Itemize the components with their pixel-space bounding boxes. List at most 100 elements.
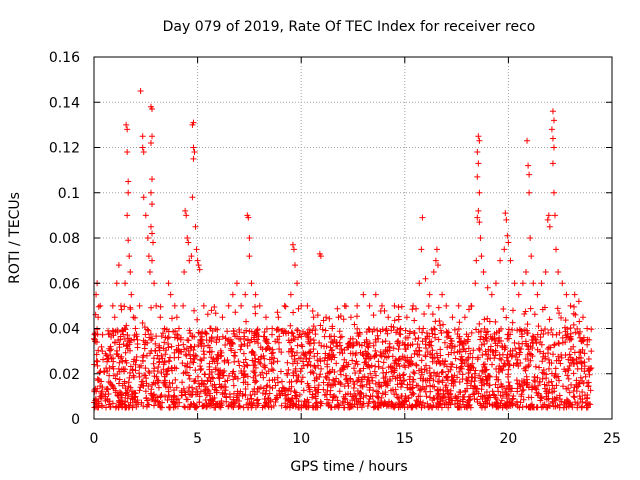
data-point — [225, 372, 232, 379]
data-point — [144, 340, 151, 347]
data-point — [431, 383, 438, 390]
data-point — [185, 337, 192, 344]
data-point — [406, 330, 413, 337]
data-point — [261, 396, 268, 403]
data-point — [554, 305, 561, 312]
data-point — [122, 280, 129, 287]
data-point — [250, 399, 257, 406]
data-point — [295, 305, 302, 312]
data-point — [484, 315, 491, 322]
data-point — [175, 348, 182, 355]
data-point — [448, 349, 455, 356]
data-point — [291, 356, 298, 363]
data-point — [366, 302, 373, 309]
data-point — [250, 374, 257, 381]
data-point — [106, 372, 113, 379]
data-point — [475, 345, 482, 352]
data-point — [395, 346, 402, 353]
data-point — [465, 361, 472, 368]
data-point — [208, 338, 215, 345]
data-point — [328, 339, 335, 346]
data-point — [484, 328, 491, 335]
data-point — [318, 342, 325, 349]
data-point — [110, 332, 117, 339]
data-point — [95, 404, 102, 411]
data-point — [518, 393, 525, 400]
data-point — [276, 387, 283, 394]
data-point — [201, 351, 208, 358]
data-point — [408, 404, 415, 411]
data-point — [193, 246, 200, 253]
data-point — [468, 363, 475, 370]
data-point — [139, 144, 146, 151]
data-point — [366, 340, 373, 347]
data-point — [336, 349, 343, 356]
data-point — [571, 394, 578, 401]
data-point — [391, 367, 398, 374]
data-point — [140, 352, 147, 359]
data-point — [476, 137, 483, 144]
data-point — [158, 369, 165, 376]
data-point — [242, 291, 249, 298]
data-point — [120, 341, 127, 348]
data-point — [372, 372, 379, 379]
data-point — [298, 341, 305, 348]
data-point — [436, 373, 443, 380]
data-point — [413, 362, 420, 369]
data-points — [91, 87, 595, 411]
data-point — [185, 372, 192, 379]
data-point — [372, 291, 379, 298]
data-point — [391, 302, 398, 309]
data-point — [489, 402, 496, 409]
data-point — [473, 326, 480, 333]
data-point — [228, 340, 235, 347]
data-point — [164, 397, 171, 404]
data-point — [276, 345, 283, 352]
data-point — [374, 400, 381, 407]
data-point — [415, 335, 422, 342]
data-point — [212, 310, 219, 317]
data-point — [445, 401, 452, 408]
data-point — [174, 396, 181, 403]
data-point — [212, 364, 219, 371]
data-point — [109, 302, 116, 309]
data-point — [493, 373, 500, 380]
data-point — [344, 378, 351, 385]
data-point — [341, 302, 348, 309]
data-point — [221, 358, 228, 365]
data-point — [147, 139, 154, 146]
data-point — [571, 291, 578, 298]
data-point — [517, 399, 524, 406]
data-point — [484, 397, 491, 404]
data-point — [509, 307, 516, 314]
data-point — [434, 354, 441, 361]
data-point — [416, 344, 423, 351]
data-point — [329, 397, 336, 404]
data-point — [354, 378, 361, 385]
data-point — [493, 396, 500, 403]
data-point — [495, 365, 502, 372]
data-point — [279, 384, 286, 391]
data-point — [365, 362, 372, 369]
data-point — [581, 350, 588, 357]
data-point — [163, 371, 170, 378]
data-point — [505, 366, 512, 373]
data-point — [567, 335, 574, 342]
data-point — [307, 348, 314, 355]
data-point — [152, 340, 159, 347]
data-point — [482, 334, 489, 341]
data-point — [137, 384, 144, 391]
data-point — [125, 379, 132, 386]
data-point — [499, 382, 506, 389]
data-point — [484, 284, 491, 291]
data-point — [545, 379, 552, 386]
data-point — [186, 327, 193, 334]
data-point — [283, 330, 290, 337]
data-point — [534, 346, 541, 353]
data-point — [194, 257, 201, 264]
data-point — [529, 333, 536, 340]
data-point — [550, 144, 557, 151]
data-point — [402, 364, 409, 371]
data-point — [219, 389, 226, 396]
data-point — [445, 368, 452, 375]
